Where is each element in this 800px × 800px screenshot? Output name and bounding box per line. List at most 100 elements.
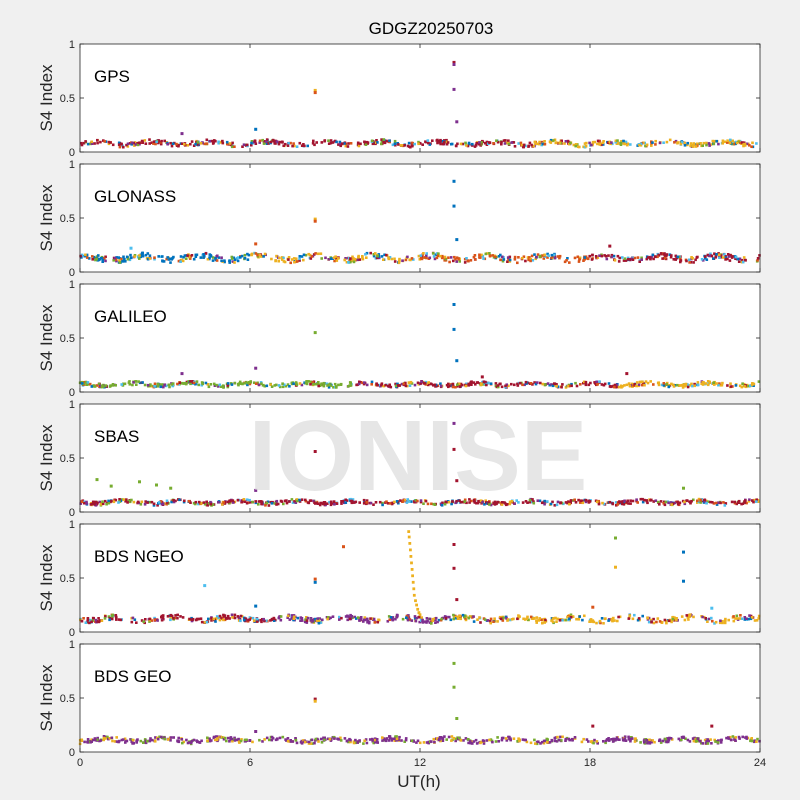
data-point (574, 144, 577, 148)
data-point (376, 141, 379, 144)
data-point (327, 258, 331, 261)
data-point (126, 257, 130, 261)
data-point (611, 619, 614, 623)
spike-point (410, 568, 414, 571)
data-point (622, 142, 625, 145)
data-point (333, 503, 336, 506)
data-point (447, 735, 451, 739)
data-point (125, 255, 129, 259)
data-point (450, 739, 453, 742)
data-point (92, 617, 95, 620)
data-point (196, 141, 199, 144)
data-point (733, 500, 736, 504)
data-point (499, 253, 502, 257)
data-point (430, 502, 433, 506)
data-point (345, 260, 349, 264)
panel-label: BDS NGEO (94, 547, 184, 566)
data-point (359, 142, 362, 146)
data-point (351, 259, 354, 263)
data-point (615, 736, 619, 739)
data-point (457, 382, 461, 386)
data-point (423, 256, 426, 259)
outlier-point (591, 724, 595, 728)
data-point (686, 143, 689, 147)
data-point (240, 382, 243, 385)
data-point (343, 501, 346, 505)
data-point (222, 618, 225, 622)
data-point (578, 501, 582, 504)
data-point (550, 739, 554, 743)
data-point (570, 382, 573, 386)
data-point (298, 500, 302, 503)
data-point (80, 143, 84, 147)
data-point (123, 382, 127, 386)
data-point (589, 381, 592, 385)
data-point (254, 382, 258, 385)
data-point (126, 501, 129, 504)
data-point (233, 381, 237, 385)
data-point (466, 738, 470, 741)
data-point (620, 140, 623, 143)
data-point (607, 382, 611, 385)
data-point (350, 501, 354, 505)
data-point (144, 739, 148, 743)
data-point (509, 738, 512, 742)
data-point (527, 618, 530, 622)
data-point (127, 499, 130, 503)
data-point (219, 617, 223, 620)
data-point (347, 261, 350, 264)
data-point (363, 739, 366, 743)
data-point (626, 142, 630, 146)
data-point (84, 380, 88, 384)
data-point (153, 618, 157, 622)
data-point (183, 143, 186, 146)
data-point (407, 141, 411, 145)
data-point (163, 737, 167, 741)
data-point (683, 618, 687, 622)
data-point (169, 618, 172, 622)
data-point (329, 384, 333, 387)
data-point (584, 380, 588, 384)
data-point (665, 381, 669, 385)
data-point (516, 261, 519, 265)
data-point (255, 617, 259, 621)
data-point (345, 739, 349, 743)
data-point (717, 253, 721, 256)
data-point (410, 500, 413, 503)
data-point (391, 618, 395, 622)
data-point (504, 384, 507, 388)
data-point (89, 142, 92, 146)
data-point (698, 740, 702, 743)
data-point (627, 735, 630, 739)
data-point (467, 741, 470, 745)
data-point (719, 619, 722, 623)
data-point (646, 256, 650, 259)
data-point (729, 138, 732, 142)
data-point (417, 142, 420, 146)
data-point (377, 255, 381, 258)
data-point (496, 500, 499, 504)
data-point (327, 386, 331, 389)
data-point (482, 380, 486, 384)
data-point (467, 616, 471, 620)
data-point (169, 736, 173, 739)
data-point (272, 616, 276, 620)
data-point (394, 617, 397, 621)
data-point (573, 736, 577, 739)
y-tick-label: 0 (69, 627, 75, 639)
data-point (398, 257, 401, 261)
data-point (729, 385, 733, 388)
data-point (380, 138, 383, 141)
data-point (709, 500, 712, 504)
data-point (191, 380, 195, 383)
data-point (436, 141, 439, 145)
data-point (681, 386, 685, 389)
data-point (508, 260, 512, 263)
data-point (535, 616, 539, 619)
data-point (198, 741, 202, 744)
data-point (357, 382, 361, 386)
data-point (236, 256, 240, 259)
data-point (332, 386, 335, 389)
data-point (319, 252, 323, 255)
